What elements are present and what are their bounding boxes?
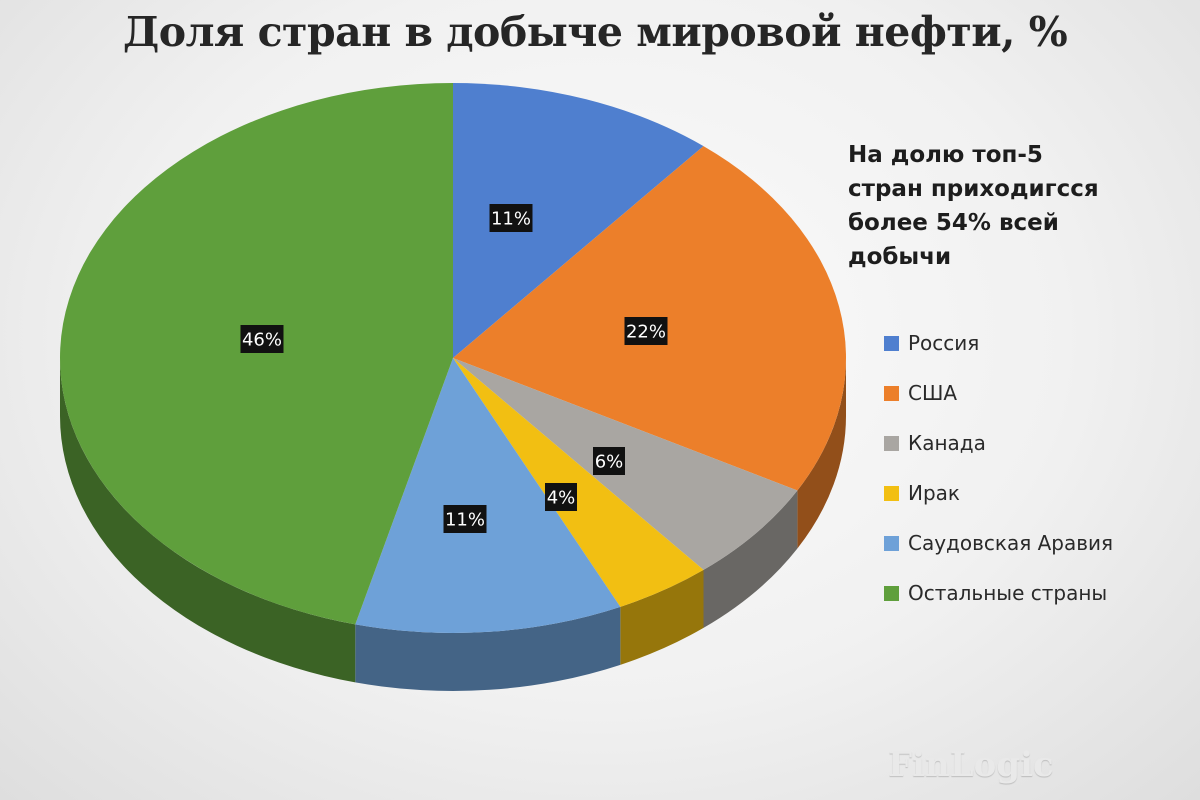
svg-text:6%: 6% bbox=[595, 452, 624, 473]
legend-swatch bbox=[884, 585, 899, 601]
legend-item-iraq: Ирак bbox=[884, 468, 1184, 518]
legend-swatch bbox=[884, 335, 899, 351]
legend-swatch bbox=[884, 435, 899, 451]
pie-slice-canada bbox=[453, 358, 798, 570]
legend-label: Канада bbox=[908, 431, 986, 455]
annotation-line-2: стран приходигсся bbox=[848, 176, 1099, 202]
pie-slice-saudi-arabia bbox=[355, 358, 621, 633]
data-label-saudi-arabia: 11% bbox=[443, 505, 487, 533]
legend-item-other-countries: Остальные страны bbox=[884, 568, 1184, 618]
legend-item-canada: Канада bbox=[884, 418, 1184, 468]
legend-label: Россия bbox=[908, 331, 980, 355]
pie-slice-russia bbox=[453, 83, 704, 358]
legend-label: Саудовская Аравия bbox=[908, 531, 1114, 555]
data-label-canada: 6% bbox=[593, 447, 625, 475]
annotation-line-4: добычи bbox=[848, 244, 952, 270]
legend-item-saudi-arabia: Саудовская Аравия bbox=[884, 518, 1184, 568]
pie-side-canada bbox=[703, 490, 798, 628]
legend-label: Ирак bbox=[908, 481, 960, 505]
pie-slices bbox=[60, 83, 846, 633]
pie-side-walls bbox=[60, 358, 846, 691]
pie-side-usa bbox=[797, 358, 846, 549]
pie-side-other-countries bbox=[60, 358, 356, 683]
data-label-other-countries: 46% bbox=[240, 325, 284, 353]
svg-text:11%: 11% bbox=[491, 209, 531, 230]
pie-side-iraq bbox=[620, 569, 704, 665]
watermark-logo: FinLogic bbox=[888, 745, 1054, 785]
data-label-russia: 11% bbox=[489, 204, 533, 232]
legend-item-usa: США bbox=[884, 368, 1184, 418]
data-label-usa: 22% bbox=[624, 317, 668, 345]
legend-label: Остальные страны bbox=[908, 581, 1108, 605]
legend-label: США bbox=[908, 381, 958, 405]
svg-text:22%: 22% bbox=[626, 322, 666, 343]
chart-legend: Россия США Канада Ирак Саудовская Аравия Оста… bbox=[884, 318, 1184, 618]
svg-text:11%: 11% bbox=[445, 510, 485, 531]
pie-slice-other-countries bbox=[60, 83, 454, 625]
pie-slice-iraq bbox=[453, 358, 704, 607]
data-label-iraq: 4% bbox=[545, 483, 577, 511]
pie-side-saudi-arabia bbox=[355, 606, 621, 691]
legend-swatch bbox=[884, 485, 899, 501]
annotation-line-3: более 54% всей bbox=[848, 210, 1059, 236]
legend-swatch bbox=[884, 385, 899, 401]
annotation-line-1: На долю топ-5 bbox=[848, 142, 1043, 168]
svg-text:4%: 4% bbox=[547, 488, 576, 509]
chart-title: Доля стран в добыче мировой нефти, % bbox=[122, 8, 1068, 56]
svg-text:46%: 46% bbox=[242, 330, 282, 351]
data-labels: 11% 22% 6% 4% 11% 46% bbox=[240, 204, 668, 533]
annotation-note: На долю топ-5 стран приходигсся более 54… bbox=[848, 138, 1168, 274]
legend-item-russia: Россия bbox=[884, 318, 1184, 368]
legend-swatch bbox=[884, 535, 899, 551]
